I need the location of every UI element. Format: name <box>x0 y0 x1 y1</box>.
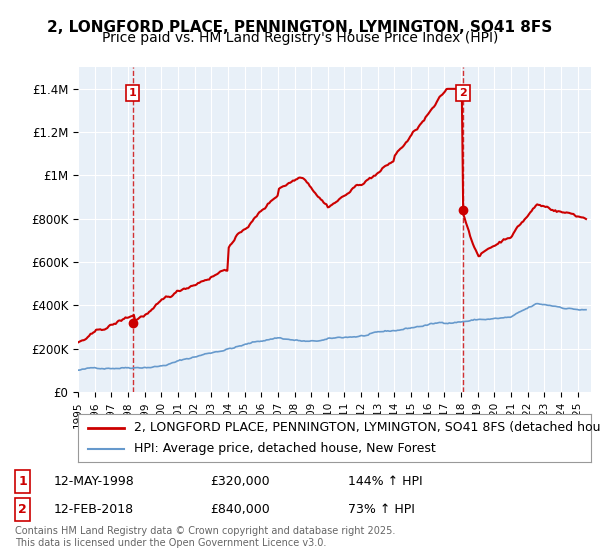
Text: HPI: Average price, detached house, New Forest: HPI: Average price, detached house, New … <box>134 442 436 455</box>
Text: 2, LONGFORD PLACE, PENNINGTON, LYMINGTON, SO41 8FS (detached house): 2, LONGFORD PLACE, PENNINGTON, LYMINGTON… <box>134 421 600 434</box>
Text: 12-FEB-2018: 12-FEB-2018 <box>54 503 134 516</box>
Text: Price paid vs. HM Land Registry's House Price Index (HPI): Price paid vs. HM Land Registry's House … <box>102 31 498 45</box>
Text: 1: 1 <box>18 475 27 488</box>
Text: Contains HM Land Registry data © Crown copyright and database right 2025.
This d: Contains HM Land Registry data © Crown c… <box>15 526 395 548</box>
Text: £840,000: £840,000 <box>210 503 270 516</box>
Text: 12-MAY-1998: 12-MAY-1998 <box>54 475 135 488</box>
Text: £320,000: £320,000 <box>210 475 269 488</box>
Text: 2: 2 <box>18 503 27 516</box>
Text: 2, LONGFORD PLACE, PENNINGTON, LYMINGTON, SO41 8FS: 2, LONGFORD PLACE, PENNINGTON, LYMINGTON… <box>47 20 553 35</box>
Text: 73% ↑ HPI: 73% ↑ HPI <box>348 503 415 516</box>
Text: 2: 2 <box>459 88 467 98</box>
Text: 1: 1 <box>129 88 136 98</box>
Text: 144% ↑ HPI: 144% ↑ HPI <box>348 475 422 488</box>
